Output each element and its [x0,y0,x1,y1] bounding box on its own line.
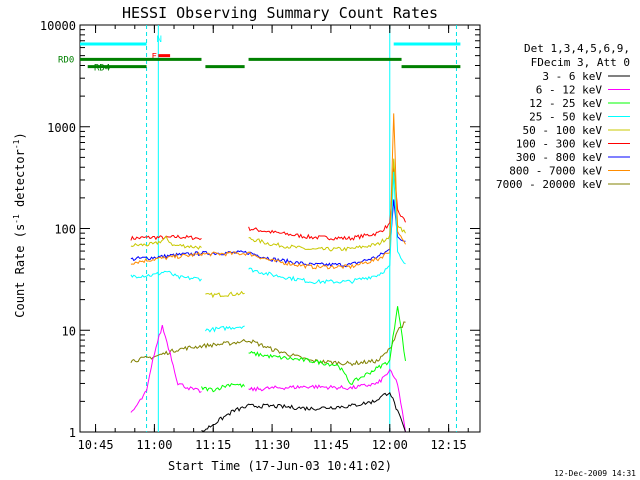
series-line-7000-20000-kev-seg0 [130,321,406,367]
legend-label-4: 50 - 100 keV [523,124,603,137]
y-tick-label-2: 100 [54,223,76,237]
x-tick-label-5: 12:00 [372,438,408,452]
series-line-3-6-kev-seg0 [201,391,406,433]
x-tick-label-1: 11:00 [136,438,172,452]
y-axis-label: Count Rate (s-1 detector-1) [12,132,27,317]
legend-header-0: Det 1,3,4,5,6,9, [524,42,630,55]
series-line-25-50-kev-seg0 [130,270,202,282]
legend-label-2: 12 - 25 keV [529,97,602,110]
x-tick-label-3: 11:30 [254,438,290,452]
y-axis-label-sup1: -1 [12,214,21,224]
flag-label-rd0: RD0 [58,55,74,65]
y-axis-label-sup2: -1 [12,139,21,149]
y-axis-label-end: ) [13,132,27,139]
y-tick-label-0: 1 [69,426,76,440]
x-tick-label-4: 11:45 [313,438,349,452]
legend-label-8: 7000 - 20000 keV [496,178,602,191]
legend-label-3: 25 - 50 keV [529,111,602,124]
generation-timestamp: 12-Dec-2009 14:31 [554,469,636,478]
plot-area: 1 10 100 1000 10000 10:45 11:00 11:15 11:30 11:45… [40,19,481,452]
legend: Det 1,3,4,5,6,9,FDecim 3, Att 03 - 6 keV… [496,42,630,191]
legend-label-7: 800 - 7000 keV [509,165,602,178]
series-line-800-7000-kev-seg1 [201,113,406,270]
legend-header-1: FDecim 3, Att 0 [531,56,630,69]
legend-label-5: 100 - 300 keV [516,138,602,151]
legend-label-0: 3 - 6 keV [542,70,602,83]
legend-label-6: 300 - 800 keV [516,151,602,164]
x-tick-label-6: 12:15 [431,438,467,452]
flag-label-n: N [156,35,161,45]
flag-label-rd4: RD4 [94,64,110,74]
series-line-25-50-kev-seg1 [204,325,245,333]
y-axis-label-main: Count Rate (s [13,224,27,318]
series-line-50-100-kev-seg1 [205,290,245,299]
series-line-12-25-kev-seg0 [201,383,246,393]
series-line-800-7000-kev-seg0 [130,251,202,265]
series-line-50-100-kev-seg2 [248,158,406,252]
y-tick-label-4: 10000 [40,19,76,33]
y-tick-label-1: 10 [62,324,76,338]
chart-title: HESSI Observing Summary Count Rates [122,4,438,22]
series-line-6-12-kev-seg0 [130,324,202,413]
x-tick-label-2: 11:15 [195,438,231,452]
series-line-100-300-kev-seg1 [248,165,406,241]
flag-label-f: F [151,53,156,63]
series-line-12-25-kev-seg1 [248,306,406,385]
series-line-6-12-kev-seg1 [248,368,406,433]
x-tick-label-0: 10:45 [77,438,113,452]
series-line-25-50-kev-seg2 [248,171,406,285]
series-line-50-100-kev-seg0 [130,235,202,250]
y-tick-label-3: 1000 [47,121,76,135]
legend-label-1: 6 - 12 keV [536,84,603,97]
x-axis-label: Start Time (17-Jun-03 10:41:02) [168,459,392,473]
y-axis-label-mid: detector [13,149,27,214]
